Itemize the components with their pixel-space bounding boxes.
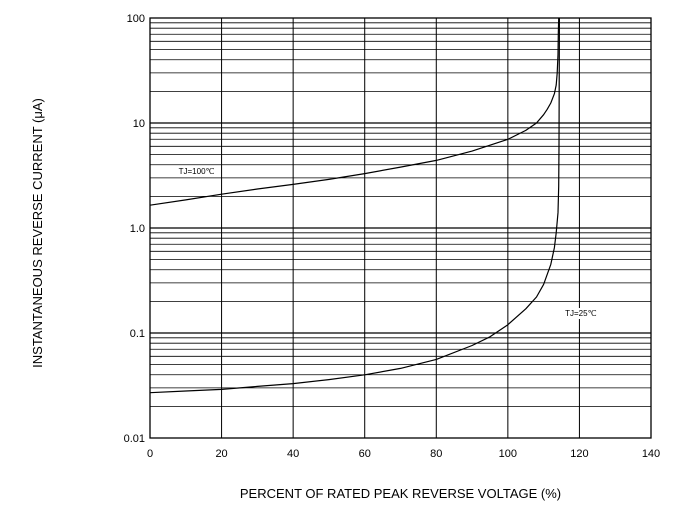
annotation-background xyxy=(175,165,218,177)
x-axis-title: PERCENT OF RATED PEAK REVERSE VOLTAGE (%… xyxy=(240,486,561,501)
x-tick-label: 80 xyxy=(430,448,442,460)
y-tick-label: 0.01 xyxy=(124,433,145,445)
x-tick-label: 60 xyxy=(359,448,371,460)
annotation-background xyxy=(562,308,600,320)
series-line-tj100 xyxy=(149,17,560,206)
annotations: TJ=100℃ TJ=25℃ xyxy=(175,165,600,320)
tick-labels: 0 20 40 60 80 100 120 140 0.01 0.1 1.0 10 100 xyxy=(124,13,661,460)
series-lines xyxy=(149,17,561,394)
x-tick-label: 0 xyxy=(147,448,153,460)
y-tick-label: 10 xyxy=(133,118,145,130)
annotation-tj100: TJ=100℃ xyxy=(179,167,215,176)
grid xyxy=(150,18,651,438)
plot-frame xyxy=(149,17,652,439)
y-tick-label: 1.0 xyxy=(130,223,145,235)
x-tick-label: 140 xyxy=(642,448,660,460)
y-axis-title: INSTANTANEOUS REVERSE CURRENT (μA) xyxy=(30,98,45,368)
series-line-tj25 xyxy=(149,17,561,394)
x-tick-label: 120 xyxy=(570,448,588,460)
x-tick-label: 100 xyxy=(499,448,517,460)
y-tick-label: 0.1 xyxy=(130,328,145,340)
y-tick-label: 100 xyxy=(127,13,145,25)
x-tick-label: 40 xyxy=(287,448,299,460)
annotation-tj25: TJ=25℃ xyxy=(565,309,596,318)
x-tick-label: 20 xyxy=(215,448,227,460)
